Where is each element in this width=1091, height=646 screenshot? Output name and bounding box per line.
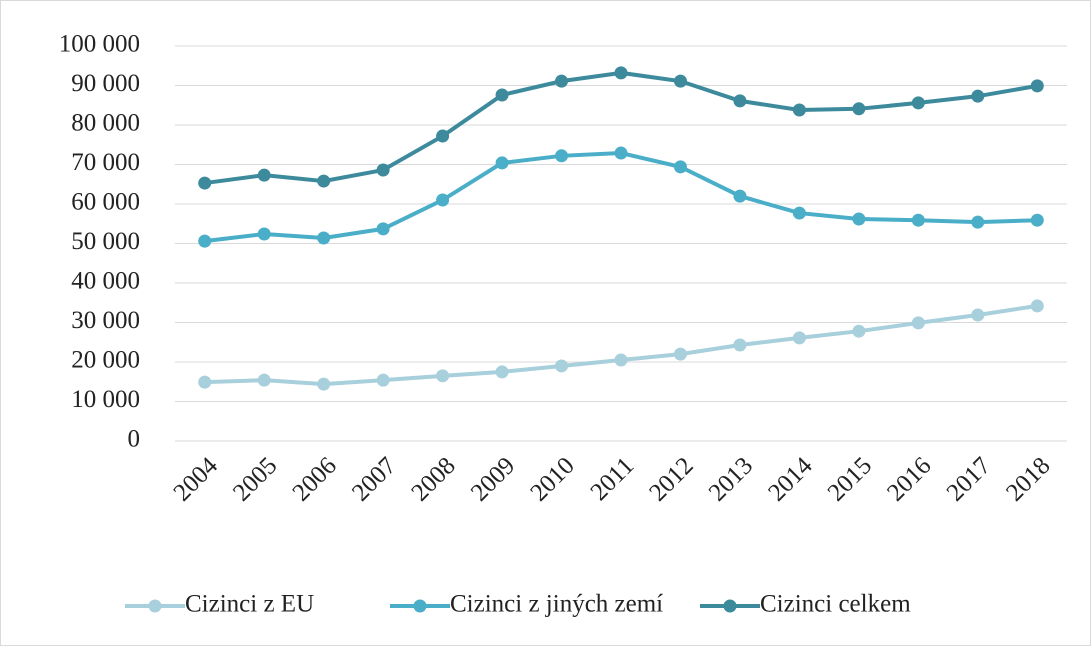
data-point bbox=[198, 375, 212, 389]
legend-label: Cizinci z EU bbox=[185, 591, 314, 618]
data-point bbox=[911, 316, 925, 330]
data-point bbox=[792, 331, 806, 345]
legend-marker bbox=[723, 599, 737, 613]
data-point bbox=[971, 308, 985, 322]
data-point bbox=[971, 215, 985, 229]
data-point bbox=[614, 146, 628, 160]
data-point bbox=[555, 149, 569, 163]
legend-label: Cizinci z jiných zemí bbox=[450, 591, 663, 618]
y-tick-label: 40 000 bbox=[71, 268, 140, 295]
legend-marker bbox=[148, 599, 162, 613]
data-point bbox=[317, 174, 331, 188]
data-point bbox=[1030, 213, 1044, 227]
data-point bbox=[852, 102, 866, 116]
legend-label: Cizinci celkem bbox=[760, 591, 911, 618]
data-point bbox=[317, 377, 331, 391]
data-point bbox=[911, 96, 925, 110]
data-point bbox=[376, 163, 390, 177]
y-tick-label: 50 000 bbox=[71, 228, 140, 255]
data-point bbox=[1030, 299, 1044, 313]
data-point bbox=[673, 347, 687, 361]
data-point bbox=[198, 176, 212, 190]
data-point bbox=[436, 369, 450, 383]
y-tick-label: 100 000 bbox=[59, 31, 140, 58]
data-point bbox=[733, 189, 747, 203]
data-point bbox=[555, 359, 569, 373]
y-tick-label: 90 000 bbox=[71, 70, 140, 97]
y-tick-label: 30 000 bbox=[71, 307, 140, 334]
data-point bbox=[436, 193, 450, 207]
data-point bbox=[792, 206, 806, 220]
data-point bbox=[495, 365, 509, 379]
data-point bbox=[673, 74, 687, 88]
data-point bbox=[733, 94, 747, 108]
data-point bbox=[911, 213, 925, 227]
data-point bbox=[495, 156, 509, 170]
data-point bbox=[495, 88, 509, 102]
data-point bbox=[198, 234, 212, 248]
data-point bbox=[257, 168, 271, 182]
data-point bbox=[555, 74, 569, 88]
data-point bbox=[376, 373, 390, 387]
data-point bbox=[673, 160, 687, 174]
data-point bbox=[971, 89, 985, 103]
y-tick-label: 0 bbox=[128, 426, 141, 453]
data-point bbox=[852, 212, 866, 226]
legend-marker bbox=[413, 599, 427, 613]
data-point bbox=[257, 373, 271, 387]
y-tick-label: 20 000 bbox=[71, 347, 140, 374]
y-tick-label: 80 000 bbox=[71, 110, 140, 137]
data-point bbox=[614, 66, 628, 80]
data-point bbox=[376, 222, 390, 236]
data-point bbox=[614, 353, 628, 367]
data-point bbox=[317, 231, 331, 245]
data-point bbox=[1030, 79, 1044, 93]
data-point bbox=[257, 227, 271, 241]
data-point bbox=[436, 129, 450, 143]
y-tick-label: 10 000 bbox=[71, 386, 140, 413]
y-tick-label: 60 000 bbox=[71, 189, 140, 216]
data-point bbox=[733, 338, 747, 352]
data-point bbox=[852, 324, 866, 338]
y-tick-label: 70 000 bbox=[71, 149, 140, 176]
data-point bbox=[792, 103, 806, 117]
